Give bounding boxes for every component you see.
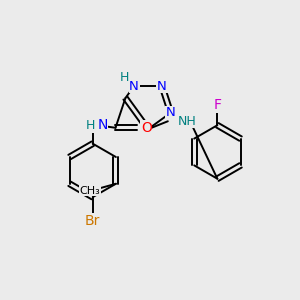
Text: H: H bbox=[119, 71, 129, 84]
Text: NH: NH bbox=[178, 115, 196, 128]
Text: N: N bbox=[166, 106, 175, 119]
Text: CH₃: CH₃ bbox=[80, 186, 101, 196]
Text: N: N bbox=[157, 80, 167, 93]
Text: H: H bbox=[86, 119, 95, 132]
Text: N: N bbox=[98, 118, 108, 132]
Text: F: F bbox=[213, 98, 221, 112]
Text: Br: Br bbox=[85, 214, 100, 228]
Text: N: N bbox=[129, 80, 139, 93]
Text: O: O bbox=[141, 121, 152, 135]
